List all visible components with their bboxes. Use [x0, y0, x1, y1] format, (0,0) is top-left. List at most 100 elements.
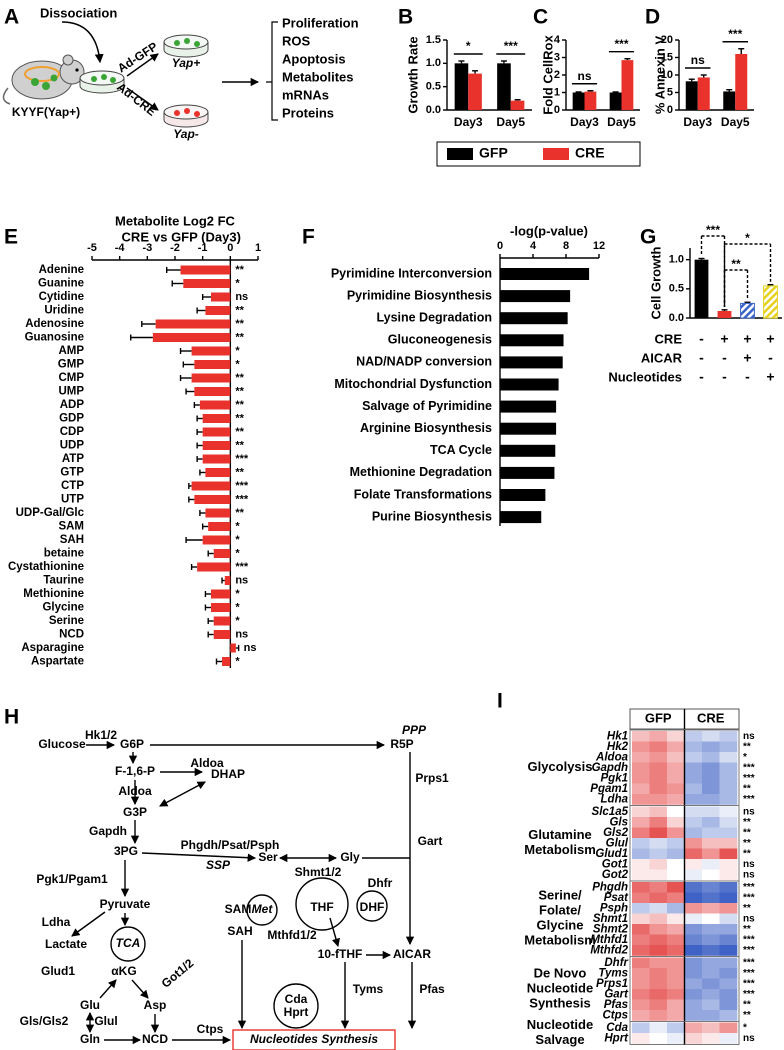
heat-cell: [667, 741, 685, 753]
condition-sign: -: [699, 369, 704, 385]
heat-cell: [667, 882, 685, 893]
bar: [572, 92, 585, 110]
heat-cell: [684, 882, 703, 893]
heat-cell: [702, 1010, 720, 1021]
gene-label: Got2: [602, 869, 629, 881]
pathway-node: Ldha: [42, 915, 71, 929]
heat-cell: [684, 762, 703, 774]
mouse-eye: [75, 68, 79, 72]
pathway-node: Prps1: [415, 771, 449, 785]
significance-label: **: [743, 741, 751, 752]
pathway-node: THF: [310, 900, 333, 914]
significance-label: ns: [743, 913, 755, 924]
heat-cell: [632, 924, 650, 935]
gene-label: Psat: [604, 892, 629, 904]
heat-cell: [667, 783, 685, 795]
heat-cell: [719, 903, 738, 914]
heat-cell: [649, 1010, 668, 1021]
pathway-node: Dhfr: [368, 876, 393, 890]
heat-cell: [719, 1033, 738, 1044]
readout-label: Proliferation: [282, 15, 359, 30]
y-tick-label: 10: [661, 69, 673, 81]
heat-cell: [632, 957, 650, 969]
pathway-node: F-1,6-P: [115, 764, 155, 778]
pathway-node: Cda: [285, 992, 308, 1006]
cell: [184, 38, 190, 44]
heat-cell: [667, 773, 685, 784]
heat-cell: [632, 848, 650, 860]
heat-cell: [719, 827, 738, 839]
pathway-node: DHAP: [211, 767, 245, 781]
bar: [213, 630, 231, 639]
gene-label: Psph: [600, 902, 628, 914]
heat-cell: [684, 903, 703, 914]
heat-cell: [632, 773, 650, 784]
readout-label: Metabolites: [282, 69, 354, 84]
pathway-node: Lactate: [45, 937, 87, 951]
group-label: Salvage: [535, 1032, 584, 1047]
arrow: [126, 87, 159, 111]
bar: [500, 312, 568, 325]
bar: [205, 306, 231, 315]
y-tick-label: 0: [667, 104, 673, 116]
significance-label: ***: [743, 957, 755, 968]
bar: [191, 346, 231, 356]
heat-cell: [632, 838, 650, 849]
panel-label: H: [4, 706, 19, 729]
bracket: [266, 21, 278, 121]
heat-cell: [649, 859, 668, 870]
significance-label: **: [235, 426, 244, 438]
bar: [213, 549, 231, 558]
heat-cell: [702, 794, 720, 805]
heat-cell: [684, 794, 703, 805]
heat-cell: [719, 731, 738, 742]
pathway-node: Gart: [418, 834, 443, 848]
heat-cell: [649, 924, 668, 935]
heat-cell: [684, 934, 703, 946]
heat-cell: [632, 989, 650, 1000]
heat-cell: [667, 838, 685, 849]
mouse-tail: [2, 87, 11, 105]
y-tick-label: 0.0: [669, 312, 684, 324]
group-label: Nucleotide: [527, 1017, 593, 1032]
heat-cell: [667, 957, 685, 969]
x-tick-label: -3: [142, 242, 152, 254]
bar: [735, 54, 748, 110]
readout-label: mRNAs: [282, 87, 329, 102]
heat-cell: [684, 806, 703, 818]
x-tick-label: Day3: [454, 115, 483, 129]
column-header: GFP: [645, 710, 672, 725]
bar: [152, 333, 231, 342]
cell: [194, 111, 200, 117]
gene-label: Pgk1: [601, 772, 629, 784]
pathway-node: Shmt1/2: [295, 865, 342, 879]
gene-label: Gls2: [603, 827, 629, 839]
category-label: Lysine Degradation: [376, 310, 492, 324]
cell: [110, 77, 116, 83]
bar: [500, 268, 590, 280]
category-label: UTP: [61, 494, 84, 506]
heat-cell: [632, 783, 650, 795]
heat-cell: [649, 999, 668, 1011]
category-label: Folate Transformations: [354, 487, 492, 501]
significance-label: **: [743, 999, 751, 1010]
panel-label: E: [4, 226, 18, 249]
subtitle-highlight: CRE: [122, 229, 150, 244]
heat-cell: [684, 741, 703, 753]
heat-cell: [684, 752, 703, 763]
significance-label: ***: [743, 989, 755, 1000]
significance-label: ***: [706, 223, 720, 237]
heat-cell: [684, 848, 703, 860]
pathway-node: R5P: [390, 737, 413, 751]
gene-label: Gapdh: [592, 762, 628, 774]
heat-cell: [632, 913, 650, 925]
arrow: [126, 53, 159, 77]
heat-cell: [667, 924, 685, 935]
bar: [210, 589, 231, 599]
pathway-node: SSP: [206, 858, 231, 872]
bar: [723, 91, 736, 110]
heat-cell: [684, 859, 703, 870]
heat-cell: [719, 794, 738, 805]
heat-cell: [632, 1010, 650, 1021]
